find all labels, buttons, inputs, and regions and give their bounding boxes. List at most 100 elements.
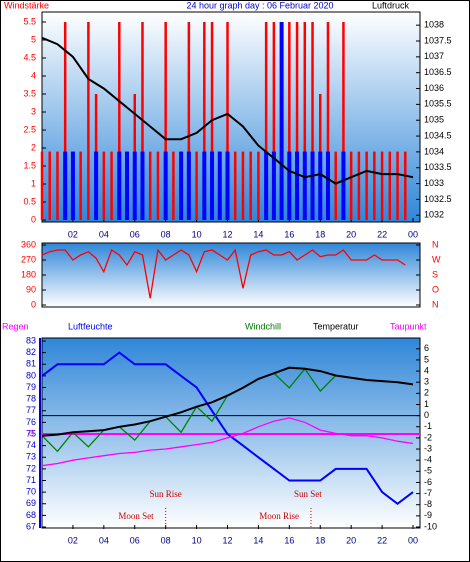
y2-tick-label: 1032 [424,210,444,220]
y2-tick-label: -1 [424,421,432,431]
y-tick-label: 78 [26,394,36,404]
wind-bar [156,151,160,220]
wind-bar [63,151,68,220]
wind-bar [87,22,90,220]
y-tick-label: 73 [26,452,36,462]
y2-tick-label: -5 [424,466,432,476]
y-tick-label: 0 [31,299,36,309]
y-tick-label: 77 [26,405,36,415]
wind-bar [241,151,245,220]
wind-bar [226,22,229,220]
y-tick-label: 3.5 [23,88,36,98]
y2-tick-label: 1036.5 [424,67,452,77]
wind-bar [311,22,314,220]
wind-bar [279,22,284,220]
wind-bar [186,151,191,220]
y2-tick-label: 1034 [424,146,444,156]
wind-bar [271,151,276,220]
rain-tick-label: 0 [29,428,34,438]
wind-bar [257,151,260,220]
wind-bar [125,151,130,220]
y2-tick-label: 4 [424,365,429,375]
wind-bar [117,151,122,220]
y-tick-label: 5.5 [23,16,36,26]
pressure-label: Luftdruck [372,0,410,10]
x-tick-label: 14 [253,535,263,545]
y-tick-label: 0.5 [23,196,36,206]
wind-bar [63,22,67,220]
wind-bar [202,151,207,220]
y2-tick-label: 1038 [424,20,444,30]
y-tick-label: 180 [21,269,36,279]
x-tick-label: 16 [284,229,294,239]
wind-bar [110,151,113,220]
x-tick-label: 06 [130,229,140,239]
x-tick-label: 12 [222,535,232,545]
wind-bar [56,151,59,220]
y2-tick-label: -4 [424,455,432,465]
wind-bar [233,151,237,220]
wind-bar [264,151,269,220]
x-tick-label: 02 [68,229,78,239]
x-tick-label: 02 [68,535,78,545]
legend-entry: Luftfeuchte [68,321,113,331]
y-tick-label: 83 [26,335,36,345]
y-tick-label: 76 [26,417,36,427]
y-tick-label: 72 [26,463,36,473]
y2-tick-label: S [432,269,438,279]
series-line [41,417,414,467]
series-line [41,36,414,185]
y-tick-label: 74 [26,440,36,450]
y2-tick-label: 1034.5 [424,130,452,140]
y-tick-label: 2.5 [23,124,36,134]
y2-tick-label: 0 [424,410,429,420]
y-tick-label: 75 [26,428,36,438]
y-tick-label: 67 [26,521,36,531]
wind-bar [118,22,121,220]
chart-title: 24 hour graph day : 06 Februar 2020 [186,0,333,10]
wind-bar [79,151,82,220]
x-tick-label: 22 [377,229,387,239]
wind-bar [302,151,307,220]
event-label: Sun Rise [150,489,182,499]
wind-label: Windstärke [4,0,49,10]
wind-bar [365,151,368,220]
y-tick-label: 4 [31,70,36,80]
wind-bar [70,151,75,220]
event-label: Moon Rise [259,511,299,521]
y2-tick-label: 1033.5 [424,162,452,172]
y-tick-label: 270 [21,254,36,264]
x-tick-label: 20 [346,535,356,545]
wind-bar [334,151,337,220]
wind-bar [140,151,145,220]
y-tick-label: 70 [26,487,36,497]
y-tick-label: 69 [26,498,36,508]
wind-bar [288,22,291,220]
x-tick-label: 06 [130,535,140,545]
y2-tick-label: -2 [424,432,432,442]
wind-bar [164,22,167,220]
y2-tick-label: 5 [424,354,429,364]
wind-bar [310,151,315,220]
wind-bar [148,151,152,220]
wind-bar [396,151,399,220]
x-tick-label: 16 [284,535,294,545]
y2-tick-label: 1036 [424,83,444,93]
x-tick-label: 10 [192,535,202,545]
y-tick-label: 0 [31,214,36,224]
wind-bar [295,151,300,220]
wind-bar [94,151,99,220]
wind-bar [48,151,51,220]
wind-bar [388,151,392,220]
wind-bar [163,151,168,220]
y-tick-label: 4.5 [23,52,36,62]
x-tick-label: 20 [346,229,356,239]
wind-bar [203,22,206,220]
rain-label: Regen [2,321,29,331]
x-tick-label: 08 [161,229,171,239]
y2-tick-label: 3 [424,377,429,387]
wind-bar [210,151,215,220]
wind-bar [295,22,299,220]
wind-bar [132,151,137,220]
